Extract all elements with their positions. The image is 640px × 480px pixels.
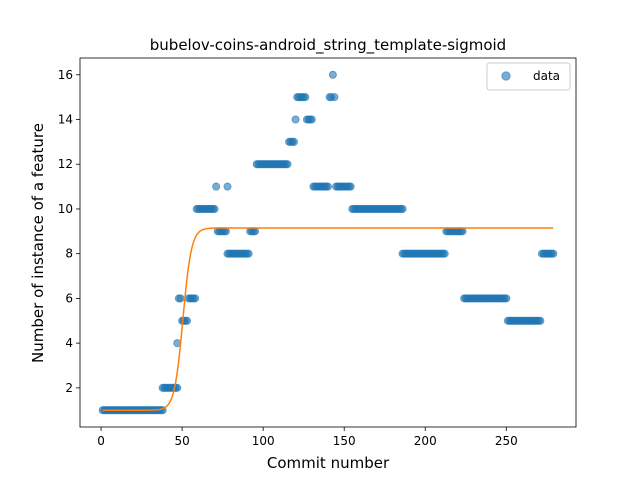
y-axis-label: Number of instance of a feature xyxy=(29,123,47,363)
data-point xyxy=(440,249,449,258)
data-point xyxy=(346,182,355,191)
legend: data xyxy=(486,62,571,91)
data-point xyxy=(289,137,299,146)
data-point xyxy=(307,115,316,124)
x-axis-label: Commit number xyxy=(267,454,390,472)
fit-line xyxy=(102,227,554,411)
data-point xyxy=(221,227,230,236)
data-point xyxy=(549,249,558,258)
data-point xyxy=(283,160,292,169)
chart-title: bubelov-coins-android_string_template-si… xyxy=(150,36,506,55)
data-point xyxy=(212,182,221,191)
data-point xyxy=(210,204,219,213)
data-point xyxy=(458,227,467,236)
data-point xyxy=(176,294,185,303)
axes-frame xyxy=(79,57,577,428)
data-points-group xyxy=(98,70,558,415)
y-tick-label: 2 xyxy=(65,381,73,395)
data-point xyxy=(182,316,192,325)
legend-marker xyxy=(501,71,511,81)
plot-area: 0 50 100 150 200 250 2 4 6 8 10 12 14 16 data xyxy=(58,57,577,448)
x-tick-label: 250 xyxy=(495,434,518,448)
data-point xyxy=(244,249,253,258)
x-tick-label: 50 xyxy=(174,434,189,448)
data-point xyxy=(291,115,300,124)
y-tick-label: 12 xyxy=(58,157,73,171)
legend-label: data xyxy=(533,69,560,83)
y-tick-label: 10 xyxy=(58,202,73,216)
data-point xyxy=(323,182,333,191)
data-point xyxy=(502,294,511,303)
data-point xyxy=(191,294,200,303)
legend-frame xyxy=(486,62,571,91)
data-point xyxy=(223,182,232,191)
x-tick-label: 200 xyxy=(414,434,437,448)
data-point xyxy=(301,93,310,102)
y-tick-label: 14 xyxy=(58,113,73,127)
x-tick-label: 150 xyxy=(333,434,356,448)
y-tick-label: 6 xyxy=(65,291,73,305)
y-tick-label: 4 xyxy=(65,336,73,350)
data-point xyxy=(536,316,545,325)
data-point xyxy=(251,227,260,236)
y-tick-label: 16 xyxy=(58,68,73,82)
x-tick-label: 0 xyxy=(97,434,105,448)
data-point xyxy=(328,70,337,79)
y-tick-label: 8 xyxy=(65,247,73,261)
data-point xyxy=(398,204,407,213)
x-tick-label: 100 xyxy=(252,434,275,448)
data-point xyxy=(330,93,339,102)
